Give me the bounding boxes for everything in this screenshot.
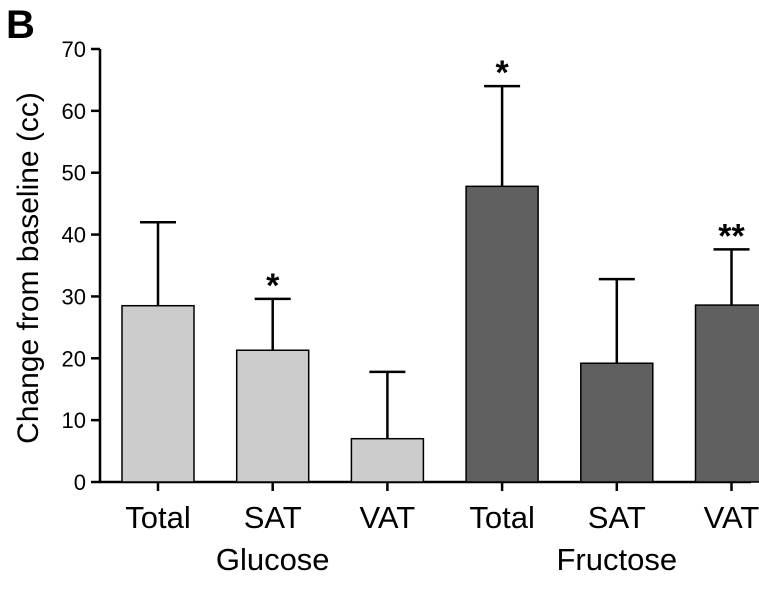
panel-label: B bbox=[6, 3, 35, 47]
bar-glucose-total bbox=[121, 304, 195, 483]
bar-fructose-vat bbox=[694, 304, 759, 483]
y-axis-title: Change from baseline (cc) bbox=[12, 92, 45, 444]
significance-mark: ** bbox=[718, 217, 745, 255]
y-tick-label: 30 bbox=[62, 284, 86, 309]
y-tick-label: 40 bbox=[62, 223, 86, 248]
bar-fructose-sat bbox=[580, 362, 654, 483]
category-label: SAT bbox=[244, 500, 302, 535]
significance-mark: * bbox=[495, 54, 509, 92]
category-label: Total bbox=[469, 500, 534, 535]
bar-glucose-sat bbox=[235, 349, 310, 483]
group-label-glucose: Glucose bbox=[216, 542, 330, 577]
bar-glucose-vat bbox=[350, 437, 425, 483]
y-tick-label: 70 bbox=[62, 37, 86, 62]
category-label: VAT bbox=[704, 500, 759, 535]
group-label-fructose: Fructose bbox=[556, 542, 677, 577]
y-tick-label: 20 bbox=[62, 346, 86, 371]
y-tick-label: 60 bbox=[62, 99, 86, 124]
bar-fructose-total bbox=[465, 185, 539, 483]
y-tick-label: 50 bbox=[62, 161, 86, 186]
y-tick-label: 0 bbox=[74, 470, 86, 495]
significance-mark: * bbox=[266, 267, 280, 305]
category-label: SAT bbox=[588, 500, 646, 535]
category-label: VAT bbox=[360, 500, 416, 535]
y-tick-label: 10 bbox=[62, 408, 86, 433]
category-label: Total bbox=[125, 500, 190, 535]
